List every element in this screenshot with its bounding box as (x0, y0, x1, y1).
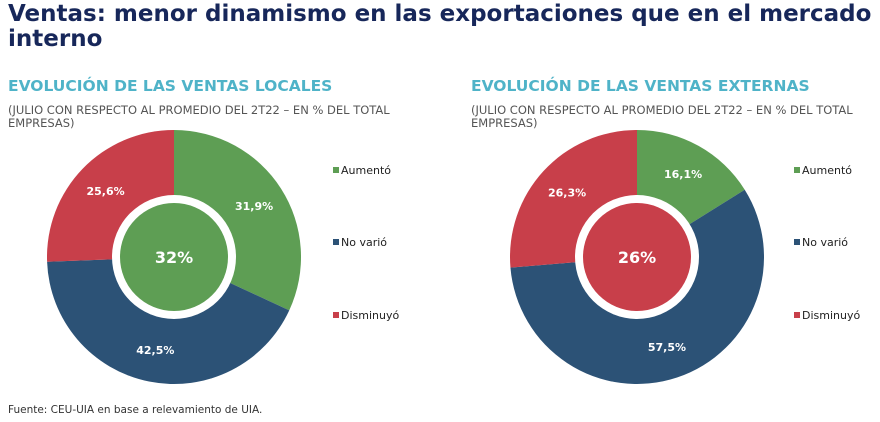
legend-item: Disminuyó (794, 309, 860, 322)
chart-title-local: EVOLUCIÓN DE LAS VENTAS LOCALES (8, 77, 333, 95)
data-label: 16,1% (664, 168, 702, 181)
legend-swatch (333, 239, 339, 245)
legend-label: No varió (341, 236, 387, 249)
center-circle (120, 203, 228, 311)
chart-title-external: EVOLUCIÓN DE LAS VENTAS EXTERNAS (471, 77, 810, 95)
slice-no-varió (47, 257, 290, 384)
data-label: 42,5% (136, 344, 174, 357)
data-label: 57,5% (648, 341, 686, 354)
legend-swatch (333, 167, 339, 173)
donut-chart-1: 16,1% Aumentó 57,5% No varió 26,3% Disminuyó 2… (510, 130, 860, 385)
legend-label: Disminuyó (802, 309, 860, 322)
data-label: 31,9% (235, 200, 273, 213)
center-label: 32% (155, 248, 193, 267)
legend-swatch (794, 312, 800, 318)
data-label: 26,3% (548, 187, 586, 200)
legend-label: Disminuyó (341, 309, 399, 322)
legend-item: No varió (333, 236, 387, 249)
data-label: 25,6% (86, 185, 124, 198)
legend-item: Aumentó (333, 164, 391, 177)
donut-chart-0: 31,9% Aumentó 42,5% No varió 25,6% Disminuyó 3… (47, 130, 399, 384)
center-label: 26% (618, 248, 656, 267)
legend-label: No varió (802, 236, 848, 249)
center-circle (583, 203, 691, 311)
chart-subtitle-external: (JULIO CON RESPECTO AL PROMEDIO DEL 2T22… (471, 103, 853, 130)
chart-subtitle-local: (JULIO CON RESPECTO AL PROMEDIO DEL 2T22… (8, 103, 390, 130)
legend-label: Aumentó (341, 164, 391, 177)
legend-item: Aumentó (794, 164, 852, 177)
legend-item: No varió (794, 236, 848, 249)
legend-swatch (794, 167, 800, 173)
page-title: Ventas: menor dinamismo en las exportaci… (8, 1, 872, 52)
legend-item: Disminuyó (333, 309, 399, 322)
legend-label: Aumentó (802, 164, 852, 177)
legend-swatch (794, 239, 800, 245)
source-note: Fuente: CEU-UIA en base a relevamiento d… (8, 404, 263, 416)
legend-swatch (333, 312, 339, 318)
